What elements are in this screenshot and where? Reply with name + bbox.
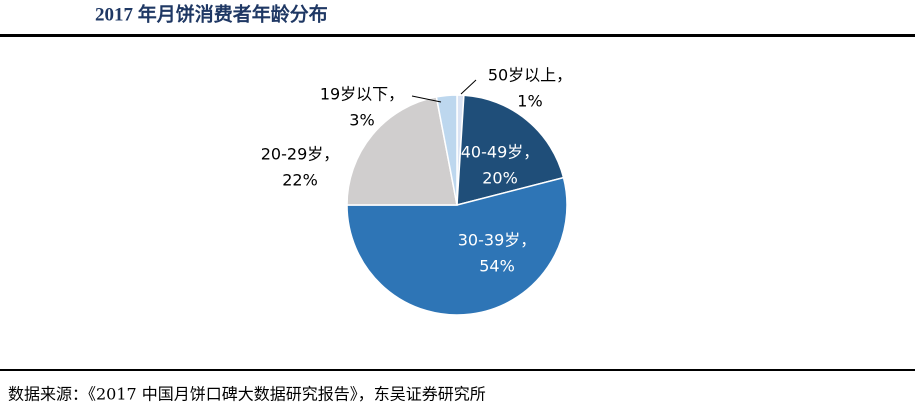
value-label: 3% <box>349 111 374 130</box>
pie-slice <box>435 94 458 206</box>
value-label: 54% <box>479 257 515 276</box>
chart-title: 2017 年月饼消费者年龄分布 <box>95 2 328 25</box>
slice-label: 20-29岁， <box>261 145 340 164</box>
source-note: 数据来源：《2017 中国月饼口碑大数据研究报告》，东吴证券研究所 <box>8 385 486 404</box>
value-label: 20% <box>482 169 518 188</box>
value-label: 1% <box>517 92 542 111</box>
slice-label: 50岁以上， <box>488 66 572 85</box>
pie-slice <box>346 96 458 206</box>
slice-label: 30-39岁， <box>458 231 537 250</box>
value-label: 22% <box>282 171 318 190</box>
leader-line <box>460 79 477 95</box>
source-rule <box>0 369 915 371</box>
slice-label: 40-49岁， <box>461 143 540 162</box>
pie-slice <box>456 94 565 206</box>
pie-slice <box>346 176 568 316</box>
leader-line <box>411 95 442 103</box>
title-rule <box>0 34 915 37</box>
slice-label: 19岁以下， <box>320 85 404 104</box>
